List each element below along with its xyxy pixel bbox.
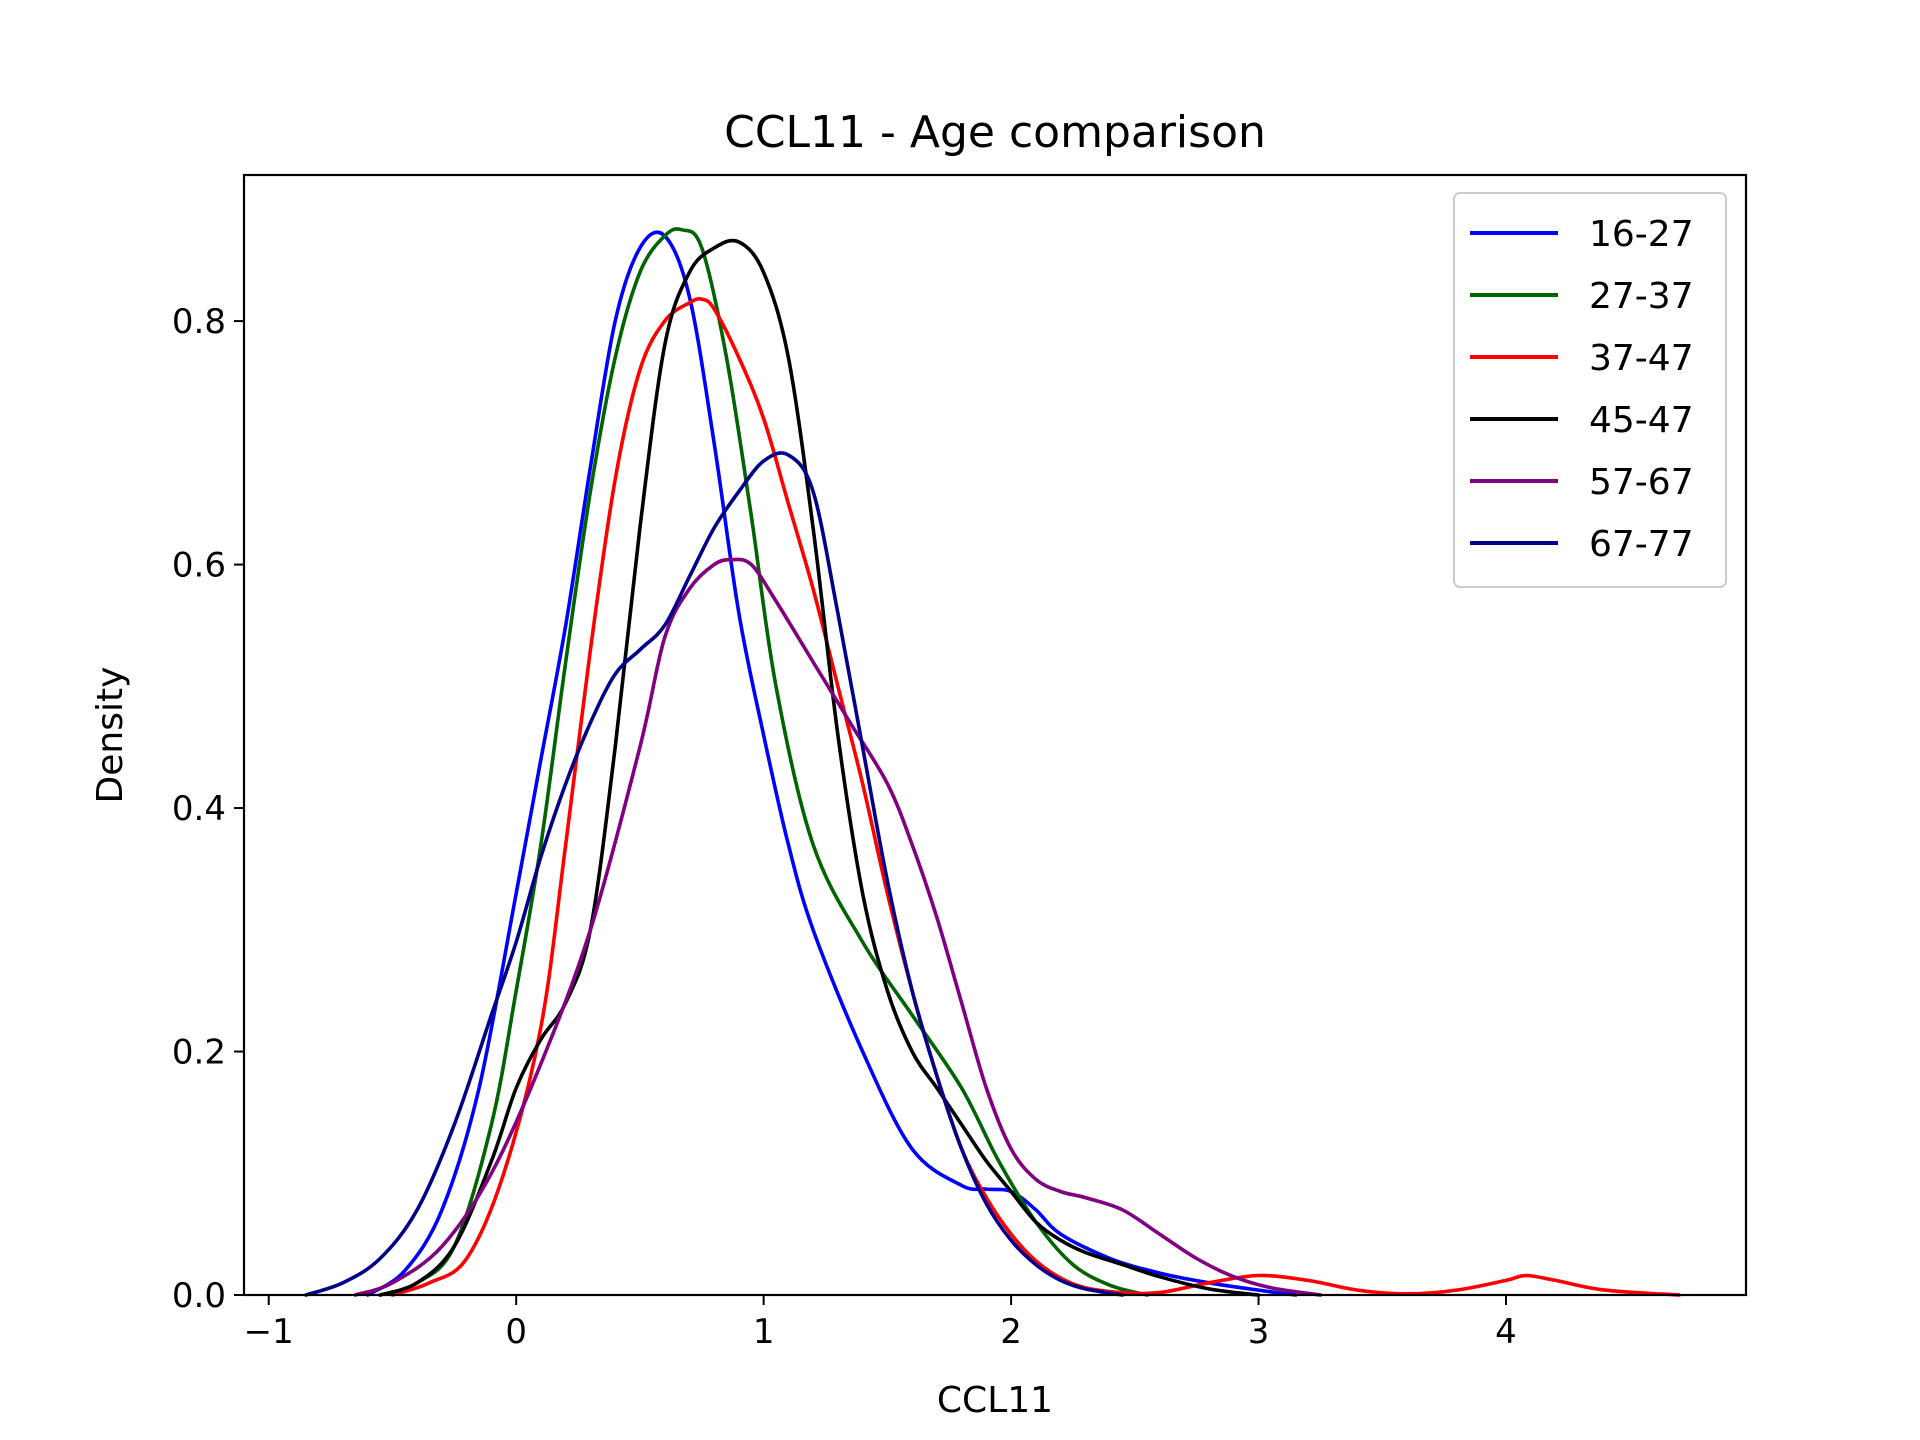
legend-label: 45-47 [1589, 400, 1694, 441]
chart-title: CCL11 - Age comparison [724, 107, 1266, 158]
y-tick-label: 0.8 [172, 302, 226, 342]
legend-label: 67-77 [1589, 524, 1694, 565]
y-tick-label: 0.6 [172, 546, 226, 586]
legend-box [1453, 192, 1727, 588]
plot-area [304, 227, 1681, 1297]
x-tick-label: 1 [753, 1312, 775, 1352]
series-line-16-27 [365, 230, 1298, 1297]
y-tick-label: 0.4 [172, 789, 226, 829]
series-line-37-47 [390, 297, 1681, 1297]
x-tick-label: 3 [1248, 1312, 1270, 1352]
legend-label: 27-37 [1589, 276, 1694, 317]
x-tick-label: −1 [244, 1312, 294, 1352]
series-line-57-67 [353, 557, 1323, 1297]
legend-label: 16-27 [1589, 214, 1694, 255]
y-tick-label: 0.0 [172, 1276, 226, 1316]
series-line-27-37 [378, 227, 1149, 1297]
legend-label: 37-47 [1589, 338, 1694, 379]
series-line-67-77 [304, 451, 1125, 1297]
x-tick-label: 0 [505, 1312, 527, 1352]
y-tick-label: 0.2 [172, 1033, 226, 1073]
x-axis: −1 0 1 2 3 4 [244, 1295, 1517, 1352]
x-tick-label: 2 [1000, 1312, 1022, 1352]
y-axis-label: Density [90, 667, 131, 804]
series-line-45-47 [378, 238, 1261, 1297]
y-axis: 0.0 0.2 0.4 0.6 0.8 [172, 302, 244, 1316]
x-axis-label: CCL11 [937, 1380, 1053, 1421]
axes-frame [242, 173, 1748, 1297]
legend-label: 57-67 [1589, 462, 1694, 503]
x-tick-label: 4 [1495, 1312, 1517, 1352]
legend: 16-27 27-37 37-47 45-47 57-67 67-77 [1453, 192, 1727, 588]
